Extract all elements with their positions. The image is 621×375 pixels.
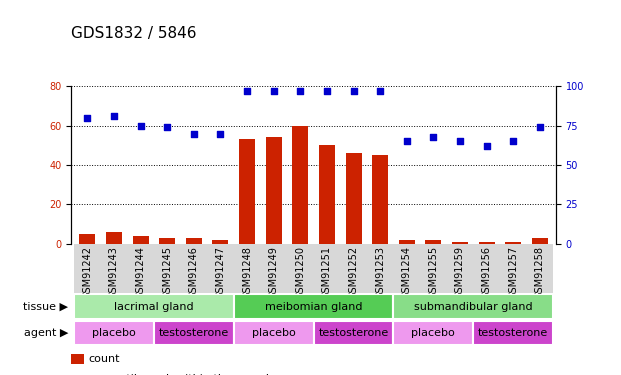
- Text: meibomian gland: meibomian gland: [265, 302, 363, 312]
- Text: GSM91250: GSM91250: [296, 246, 306, 299]
- Text: GSM91259: GSM91259: [455, 246, 465, 299]
- Bar: [420, 244, 446, 292]
- Bar: [452, 242, 468, 244]
- Point: [482, 143, 492, 149]
- Bar: [106, 232, 122, 244]
- Text: placebo: placebo: [92, 328, 136, 338]
- Bar: [367, 244, 394, 292]
- Point: [402, 138, 412, 144]
- Text: percentile rank within the sample: percentile rank within the sample: [88, 374, 276, 375]
- Bar: [505, 242, 521, 244]
- Point: [162, 124, 172, 130]
- Point: [189, 130, 199, 136]
- Text: count: count: [88, 354, 120, 364]
- Bar: [133, 236, 148, 244]
- Bar: [399, 240, 415, 244]
- Bar: [394, 244, 420, 292]
- Point: [215, 130, 225, 136]
- Bar: [314, 244, 340, 292]
- Text: GSM91243: GSM91243: [109, 246, 119, 299]
- Bar: [212, 240, 229, 244]
- Point: [109, 113, 119, 119]
- Bar: [239, 140, 255, 244]
- Point: [83, 115, 93, 121]
- Bar: [425, 240, 442, 244]
- Point: [296, 88, 306, 94]
- Bar: [527, 244, 553, 292]
- Text: GSM91249: GSM91249: [269, 246, 279, 299]
- Text: testosterone: testosterone: [319, 328, 389, 338]
- Text: GSM91255: GSM91255: [428, 246, 438, 299]
- Bar: [479, 242, 494, 244]
- Bar: [233, 244, 260, 292]
- Text: GSM91248: GSM91248: [242, 246, 252, 299]
- Bar: [372, 155, 388, 244]
- Point: [455, 138, 465, 144]
- Bar: [127, 244, 154, 292]
- Bar: [74, 294, 233, 319]
- Text: GSM91256: GSM91256: [482, 246, 492, 299]
- Bar: [532, 238, 548, 244]
- Bar: [186, 238, 202, 244]
- Point: [428, 134, 438, 140]
- Bar: [394, 294, 553, 319]
- Point: [322, 88, 332, 94]
- Bar: [260, 244, 287, 292]
- Text: GSM91247: GSM91247: [215, 246, 225, 299]
- Text: GSM91242: GSM91242: [83, 246, 93, 299]
- Bar: [500, 244, 527, 292]
- Bar: [79, 234, 96, 244]
- Text: GSM91258: GSM91258: [535, 246, 545, 299]
- Point: [269, 88, 279, 94]
- Text: GSM91244: GSM91244: [135, 246, 145, 299]
- Bar: [101, 244, 127, 292]
- Text: GSM91251: GSM91251: [322, 246, 332, 299]
- Bar: [159, 238, 175, 244]
- Bar: [74, 321, 154, 345]
- Bar: [207, 244, 233, 292]
- Text: testosterone: testosterone: [478, 328, 548, 338]
- Bar: [394, 321, 473, 345]
- Bar: [74, 244, 101, 292]
- Point: [508, 138, 518, 144]
- Bar: [233, 294, 394, 319]
- Text: GSM91257: GSM91257: [508, 246, 518, 299]
- Bar: [446, 244, 473, 292]
- Bar: [266, 138, 282, 244]
- Text: placebo: placebo: [252, 328, 296, 338]
- Bar: [340, 244, 367, 292]
- Point: [348, 88, 358, 94]
- Bar: [292, 126, 308, 244]
- Text: agent ▶: agent ▶: [24, 328, 68, 338]
- Text: GSM91254: GSM91254: [402, 246, 412, 299]
- Bar: [287, 244, 314, 292]
- Text: GSM91246: GSM91246: [189, 246, 199, 299]
- Bar: [473, 244, 500, 292]
- Bar: [319, 146, 335, 244]
- Bar: [345, 153, 361, 244]
- Bar: [154, 321, 233, 345]
- Text: lacrimal gland: lacrimal gland: [114, 302, 194, 312]
- Text: submandibular gland: submandibular gland: [414, 302, 533, 312]
- Bar: [71, 354, 83, 364]
- Text: testosterone: testosterone: [159, 328, 229, 338]
- Text: GSM91253: GSM91253: [375, 246, 385, 299]
- Point: [375, 88, 385, 94]
- Bar: [473, 321, 553, 345]
- Bar: [71, 374, 83, 375]
- Point: [135, 123, 145, 129]
- Bar: [314, 321, 394, 345]
- Point: [242, 88, 252, 94]
- Bar: [233, 321, 314, 345]
- Text: GSM91245: GSM91245: [162, 246, 172, 299]
- Bar: [181, 244, 207, 292]
- Text: placebo: placebo: [412, 328, 455, 338]
- Point: [535, 124, 545, 130]
- Bar: [154, 244, 181, 292]
- Text: tissue ▶: tissue ▶: [24, 302, 68, 312]
- Text: GSM91252: GSM91252: [348, 246, 358, 299]
- Text: GDS1832 / 5846: GDS1832 / 5846: [71, 26, 197, 41]
